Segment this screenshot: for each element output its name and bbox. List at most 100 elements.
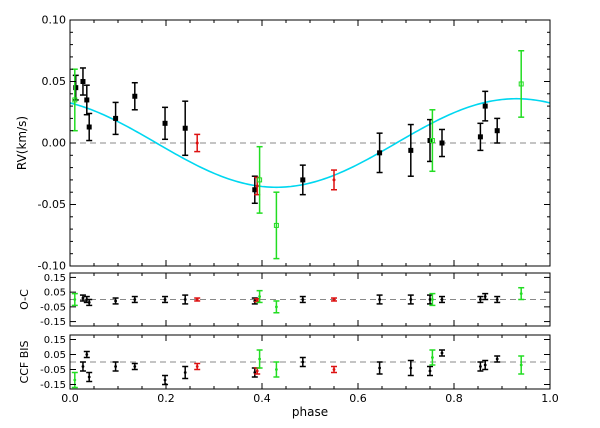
marker: [431, 356, 434, 359]
data-point-black-10: [407, 359, 414, 377]
y-tick-label: 0.05: [44, 288, 66, 299]
y-tick-label: -0.05: [38, 198, 66, 211]
data-point-red-0: [194, 297, 201, 302]
data-point-green-0: [71, 292, 78, 307]
marker: [114, 365, 117, 368]
x-tick-label: 0.2: [157, 392, 175, 405]
data-point-black-8: [251, 175, 258, 205]
marker: [133, 365, 137, 368]
marker: [87, 301, 91, 304]
y-tick-label: -0.15: [40, 380, 66, 391]
data-point-green-1: [256, 145, 263, 214]
marker: [183, 298, 187, 301]
data-point-green-4: [518, 286, 525, 301]
data-point-black-1: [79, 67, 86, 96]
marker: [163, 298, 167, 301]
marker: [81, 365, 85, 368]
x-axis-label: phase: [292, 405, 328, 419]
data-point-green-3: [429, 109, 436, 173]
marker: [408, 147, 414, 153]
x-tick-label: 1.0: [541, 392, 559, 405]
y-axis-label: O-C: [18, 289, 31, 310]
data-point-black-13: [477, 295, 484, 304]
data-point-black-14: [477, 122, 484, 152]
marker: [300, 177, 306, 183]
model-rv-curve: [69, 97, 551, 189]
marker: [255, 298, 259, 302]
marker: [440, 298, 444, 301]
data-point-red-2: [331, 169, 337, 191]
marker: [253, 371, 257, 374]
data-point-black-4: [112, 101, 119, 136]
marker: [85, 353, 89, 356]
data-point-black-0: [72, 74, 79, 101]
data-point-green-4: [518, 50, 525, 118]
marker: [519, 292, 523, 296]
marker: [519, 363, 523, 367]
data-point-red-2: [331, 297, 337, 302]
y-tick-label: 0.05: [44, 350, 66, 361]
marker: [409, 366, 413, 370]
marker: [428, 298, 432, 301]
marker: [252, 187, 258, 193]
data-point-black-13: [477, 361, 484, 372]
marker: [483, 363, 487, 367]
y-tick-label: 0.10: [42, 14, 67, 27]
data-point-black-16: [494, 117, 501, 144]
y-tick-label: -0.05: [40, 302, 66, 313]
marker: [257, 177, 263, 183]
marker: [195, 298, 199, 301]
marker: [163, 378, 167, 382]
data-point-black-4: [131, 295, 138, 304]
x-tick-label: 0.6: [349, 392, 367, 405]
marker: [479, 298, 482, 301]
data-point-black-13: [439, 128, 445, 158]
marker: [72, 97, 78, 103]
y-tick-label: 0.15: [44, 273, 66, 284]
marker: [494, 128, 500, 134]
y-tick-label: 0.05: [42, 75, 67, 88]
marker: [114, 299, 117, 303]
data-point-green-3: [429, 292, 436, 307]
marker: [162, 120, 168, 126]
marker: [84, 97, 90, 103]
marker: [301, 298, 305, 301]
data-point-black-10: [407, 294, 414, 305]
data-point-black-10: [376, 132, 383, 174]
data-point-green-0: [71, 68, 78, 132]
data-point-black-2: [86, 298, 93, 307]
data-point-black-2: [86, 371, 93, 383]
data-point-green-4: [518, 355, 525, 375]
data-point-black-1: [83, 350, 90, 359]
marker: [195, 141, 199, 145]
panel-o-c: [69, 272, 551, 327]
data-point-black-6: [182, 294, 189, 305]
marker: [132, 93, 138, 99]
data-point-black-4: [131, 362, 138, 371]
data-point-black-12: [439, 295, 445, 304]
y-tick-label: 0.15: [44, 335, 66, 346]
marker: [431, 298, 434, 301]
data-point-black-15: [482, 90, 489, 122]
data-point-black-9: [376, 294, 383, 305]
marker: [73, 85, 79, 91]
data-point-black-6: [162, 106, 169, 141]
marker: [87, 375, 91, 379]
marker: [495, 357, 499, 361]
marker: [477, 134, 483, 140]
data-point-black-14: [482, 292, 489, 301]
marker: [80, 79, 86, 84]
marker: [86, 124, 92, 130]
data-point-black-7: [182, 100, 189, 157]
marker: [377, 150, 383, 156]
data-point-green-0: [71, 371, 78, 389]
y-tick-label: 0.00: [42, 137, 67, 150]
marker: [133, 298, 137, 301]
data-point-black-0: [79, 294, 86, 302]
x-tick-label: 0.0: [61, 392, 79, 405]
data-point-green-2: [273, 191, 280, 260]
y-tick-label: -0.05: [40, 365, 66, 376]
x-tick-label: 0.8: [445, 392, 463, 405]
marker: [409, 298, 413, 301]
data-point-black-0: [79, 361, 86, 372]
